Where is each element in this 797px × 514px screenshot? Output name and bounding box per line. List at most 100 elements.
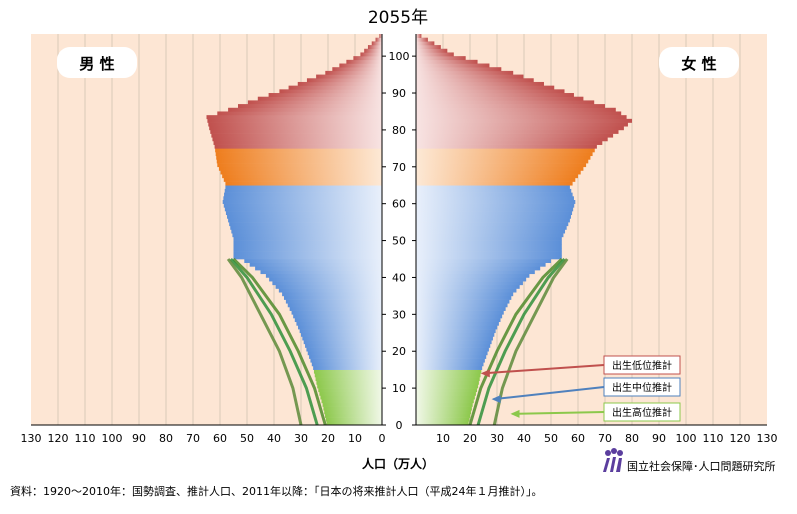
female-bar: [416, 192, 573, 197]
female-bar: [416, 273, 530, 278]
male-bar: [320, 395, 382, 400]
population-tick-label: 10: [436, 432, 450, 445]
male-bar: [210, 129, 382, 134]
female-bar: [416, 34, 422, 38]
female-bar: [416, 107, 616, 112]
population-tick-label: 80: [625, 432, 639, 445]
male-bar: [297, 81, 382, 86]
male-bar: [325, 413, 382, 418]
female-bar: [416, 329, 496, 334]
female-bar: [416, 244, 562, 249]
male-bar: [296, 321, 382, 326]
male-bar: [371, 41, 382, 46]
male-bar: [324, 410, 382, 415]
projection-lines: [226, 257, 569, 426]
male-bar: [215, 152, 382, 157]
female-bar: [416, 203, 575, 208]
female-bar: [416, 48, 448, 53]
population-axis: 130 120 110 100 90 80 70 60 50 40 30 20 10 0 10 20 30 40 5…: [21, 424, 778, 445]
population-tick-label: 90: [652, 432, 666, 445]
male-bar: [325, 70, 382, 75]
female-bar: [416, 133, 614, 138]
male-bar: [233, 244, 382, 249]
female-bar: [416, 284, 520, 289]
male-bar: [230, 225, 382, 230]
female-bar: [416, 413, 471, 418]
male-bar: [311, 362, 382, 367]
female-bar: [416, 185, 570, 190]
male-bar: [225, 185, 382, 190]
female-bar: [416, 222, 569, 227]
male-label: 男 性: [79, 55, 114, 73]
male-bar: [293, 314, 382, 319]
male-bar: [228, 107, 382, 112]
female-bar: [416, 188, 572, 193]
population-tick-label: 90: [132, 432, 146, 445]
female-bar: [416, 399, 474, 404]
female-projection-line: [476, 258, 566, 426]
male-bar: [225, 211, 382, 216]
male-bar: [223, 177, 382, 182]
population-tick-label: 100: [102, 432, 123, 445]
female-bar: [416, 78, 534, 83]
male-bar: [282, 292, 382, 297]
male-bar: [360, 52, 382, 57]
population-tick-label: 30: [294, 432, 308, 445]
population-tick-label: 0: [379, 432, 386, 445]
female-bar: [416, 177, 576, 182]
female-bar: [416, 74, 524, 79]
male-bar: [229, 222, 382, 227]
population-tick-label: 20: [463, 432, 477, 445]
female-bar: [416, 314, 503, 319]
male-bar: [298, 325, 382, 330]
female-bar: [416, 211, 573, 216]
male-bar: [346, 59, 382, 64]
male-bar: [224, 192, 382, 197]
female-bar: [416, 303, 508, 308]
female-bar: [416, 163, 587, 168]
male-bar: [309, 354, 382, 359]
female-bar: [416, 318, 501, 323]
population-tick-label: 60: [213, 432, 227, 445]
female-bar: [416, 288, 517, 293]
population-tick-label: 60: [571, 432, 585, 445]
male-bar: [353, 56, 382, 61]
female-bar: [416, 236, 562, 241]
male-bar: [319, 391, 382, 396]
male-bar: [225, 181, 382, 186]
population-tick-label: 120: [48, 432, 69, 445]
population-tick-label: 20: [321, 432, 335, 445]
female-bar: [416, 325, 498, 330]
male-bar: [206, 115, 382, 120]
population-tick-label: 110: [703, 432, 724, 445]
male-bar: [269, 277, 382, 282]
age-tick-label: 20: [392, 345, 406, 358]
age-tick-label: 40: [392, 271, 406, 284]
male-bar: [231, 229, 382, 234]
male-bar: [325, 417, 382, 422]
population-tick-label: 80: [159, 432, 173, 445]
female-bar: [416, 255, 562, 260]
female-bar: [416, 270, 535, 275]
female-bar: [416, 137, 608, 142]
annotation-arrow: [512, 411, 605, 415]
male-bar: [332, 67, 382, 72]
female-bar: [416, 347, 489, 352]
female-bar: [416, 295, 512, 300]
male-bar: [315, 377, 382, 382]
organization-name: 国立社会保障･人口問題研究所: [627, 459, 776, 473]
male-bar: [278, 288, 382, 293]
male-bar: [216, 159, 382, 164]
male-bar: [322, 402, 382, 407]
male-bar: [289, 306, 382, 311]
annotation-label: 出生中位推計: [612, 381, 672, 394]
annotation-box: [603, 402, 681, 422]
female-bar: [416, 421, 469, 426]
female-bar: [416, 196, 574, 201]
male-bar: [317, 384, 382, 389]
female-bar: [416, 362, 484, 367]
age-tick-label: 10: [392, 382, 406, 395]
male-bar: [228, 218, 382, 223]
female-bar: [416, 310, 504, 315]
